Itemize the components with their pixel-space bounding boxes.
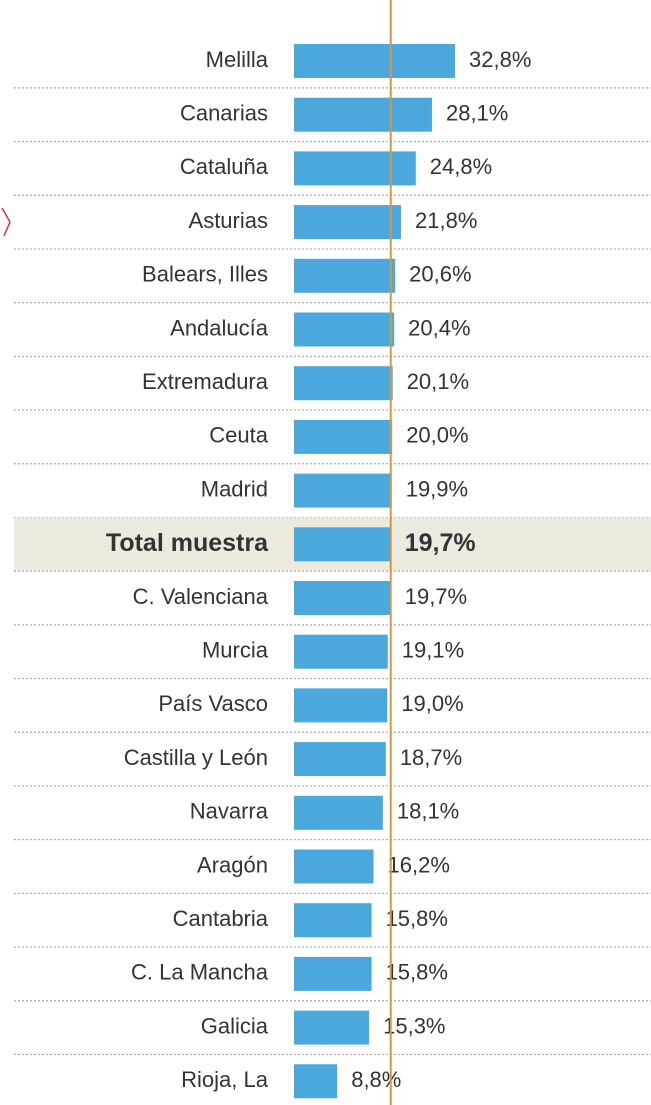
bar [294, 956, 372, 991]
category-label: Total muestra [106, 529, 269, 557]
value-label: 15,8% [386, 960, 448, 985]
value-label: 19,0% [401, 691, 463, 716]
value-label: 20,1% [407, 369, 469, 394]
bar [294, 742, 386, 777]
value-label: 28,1% [446, 101, 508, 126]
category-label: Castilla y León [124, 745, 268, 770]
category-label: Navarra [190, 799, 269, 824]
category-label: Cantabria [173, 906, 269, 931]
bar [294, 688, 388, 723]
value-label: 18,7% [400, 745, 462, 770]
category-label: Madrid [201, 476, 268, 501]
value-label: 24,8% [430, 154, 492, 179]
value-label: 15,3% [383, 1013, 445, 1038]
bar [294, 849, 374, 884]
value-label: 21,8% [415, 208, 477, 233]
bar [294, 634, 388, 669]
category-label: Balears, Illes [142, 262, 268, 287]
category-label: Murcia [202, 638, 269, 663]
bar [294, 44, 456, 78]
category-label: Aragón [197, 852, 268, 877]
bar [294, 581, 391, 615]
value-label: 20,6% [409, 262, 471, 287]
bar [294, 903, 372, 938]
bar [294, 312, 395, 347]
value-label: 19,1% [402, 638, 464, 663]
bar [294, 366, 393, 401]
bar [294, 473, 392, 508]
value-label: 19,7% [405, 529, 476, 557]
category-label: Ceuta [209, 423, 268, 448]
category-label: Asturias [189, 208, 268, 233]
bar [294, 151, 416, 186]
bar [294, 258, 396, 293]
category-label: Melilla [206, 47, 269, 72]
bar [294, 795, 383, 830]
value-label: 19,7% [405, 584, 467, 609]
annotation-mark [1, 207, 11, 237]
value-label: 20,0% [406, 423, 468, 448]
category-label: Extremadura [142, 369, 269, 394]
bar [294, 97, 432, 132]
category-label: Galicia [201, 1013, 269, 1038]
value-label: 8,8% [351, 1067, 401, 1092]
value-label: 15,8% [386, 906, 448, 931]
bar [294, 527, 391, 562]
category-label: C. Valenciana [133, 584, 269, 609]
bar [294, 419, 393, 454]
bar [294, 1064, 338, 1099]
bar [294, 1010, 370, 1045]
value-label: 18,1% [397, 799, 459, 824]
category-label: C. La Mancha [131, 960, 269, 985]
category-label: Rioja, La [181, 1067, 269, 1092]
category-label: País Vasco [158, 691, 268, 716]
value-label: 19,9% [406, 476, 468, 501]
category-label: Andalucía [170, 315, 269, 340]
value-label: 32,8% [469, 47, 531, 72]
value-label: 16,2% [388, 852, 450, 877]
category-label: Canarias [180, 101, 268, 126]
bar [294, 205, 402, 240]
category-label: Cataluña [180, 154, 269, 179]
value-label: 20,4% [408, 315, 470, 340]
